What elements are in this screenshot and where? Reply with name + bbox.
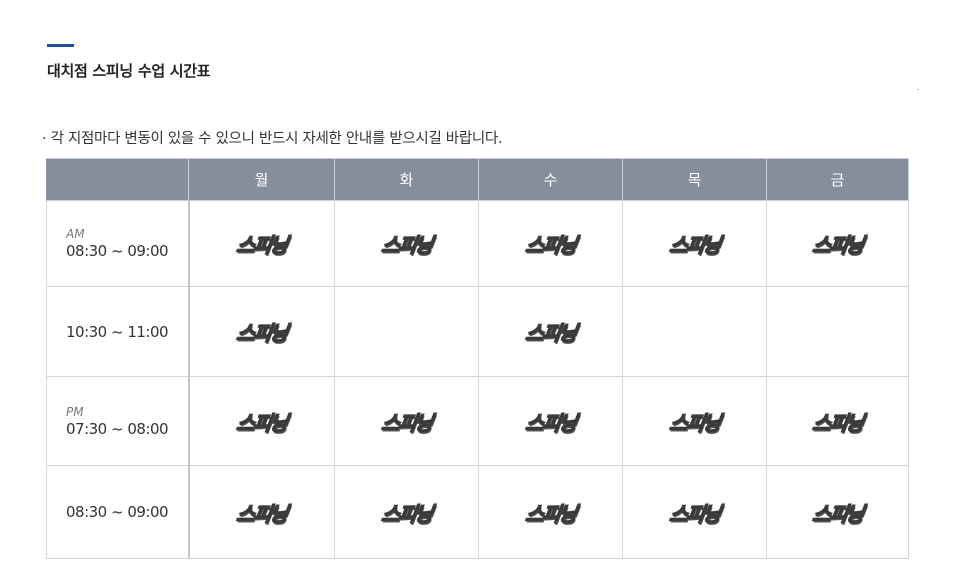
spinning-badge: 스피닝 xyxy=(235,232,289,257)
spinning-badge: 스피닝 xyxy=(523,320,577,345)
class-cell: 스피닝 xyxy=(766,465,909,559)
spinning-badge: 스피닝 xyxy=(810,232,864,257)
schedule-table: 월 화 수 목 금 AM 08:30 ~ 09:00 스피닝 스피닝 스피닝 스… xyxy=(46,158,909,559)
class-cell: 스피닝 xyxy=(334,200,479,287)
header-corner-cell xyxy=(46,158,189,201)
spinning-badge: 스피닝 xyxy=(667,410,721,435)
time-range: 10:30 ~ 11:00 xyxy=(66,322,169,341)
class-cell: 스피닝 xyxy=(622,200,767,287)
header-day-thu: 목 xyxy=(622,158,767,201)
time-slot-cell: PM 07:30 ~ 08:00 xyxy=(46,376,190,466)
class-cell: 스피닝 xyxy=(188,286,335,377)
time-range: 07:30 ~ 08:00 xyxy=(66,419,169,438)
class-cell-empty xyxy=(766,286,909,377)
time-range: 08:30 ~ 09:00 xyxy=(66,503,169,521)
class-cell: 스피닝 xyxy=(188,200,335,287)
spinning-badge: 스피닝 xyxy=(379,410,433,435)
spinning-badge: 스피닝 xyxy=(379,232,433,257)
class-cell: 스피닝 xyxy=(188,376,335,466)
class-cell: 스피닝 xyxy=(478,286,623,377)
time-slot-cell: AM 08:30 ~ 09:00 xyxy=(46,200,190,287)
class-cell: 스피닝 xyxy=(334,465,479,559)
class-cell-empty xyxy=(334,286,479,377)
title-accent-bar xyxy=(47,44,74,47)
class-cell-empty xyxy=(622,286,767,377)
class-cell: 스피닝 xyxy=(622,376,767,466)
time-range: 08:30 ~ 09:00 xyxy=(66,242,169,260)
divider-dot xyxy=(917,89,919,90)
header-day-mon: 월 xyxy=(188,158,335,201)
class-cell: 스피닝 xyxy=(478,465,623,559)
notice-text: · 각 지점마다 변동이 있을 수 있으니 반드시 자세한 안내를 받으시길 바… xyxy=(42,131,503,147)
header-day-wed: 수 xyxy=(478,158,623,201)
spinning-badge: 스피닝 xyxy=(523,410,577,435)
class-cell: 스피닝 xyxy=(334,376,479,466)
spinning-badge: 스피닝 xyxy=(235,501,289,526)
header-day-fri: 금 xyxy=(766,158,909,201)
time-slot-cell: 10:30 ~ 11:00 xyxy=(46,286,190,377)
class-cell: 스피닝 xyxy=(478,200,623,287)
spinning-badge: 스피닝 xyxy=(379,501,433,526)
class-cell: 스피닝 xyxy=(766,200,909,287)
page-title: 대치점 스피닝 수업 시간표 xyxy=(47,62,211,80)
class-cell: 스피닝 xyxy=(622,465,767,559)
spinning-badge: 스피닝 xyxy=(810,410,864,435)
spinning-badge: 스피닝 xyxy=(235,320,289,345)
spinning-badge: 스피닝 xyxy=(667,501,721,526)
schedule-header-row: 월 화 수 목 금 xyxy=(46,158,909,201)
table-row: 10:30 ~ 11:00 스피닝 스피닝 xyxy=(46,286,909,377)
spinning-badge: 스피닝 xyxy=(235,410,289,435)
class-cell: 스피닝 xyxy=(766,376,909,466)
class-cell: 스피닝 xyxy=(188,465,335,559)
time-slot-cell: 08:30 ~ 09:00 xyxy=(46,465,190,559)
table-row: 08:30 ~ 09:00 스피닝 스피닝 스피닝 스피닝 스피닝 xyxy=(46,465,909,559)
table-row: PM 07:30 ~ 08:00 스피닝 스피닝 스피닝 스피닝 스피닝 xyxy=(46,376,909,466)
table-row: AM 08:30 ~ 09:00 스피닝 스피닝 스피닝 스피닝 스피닝 xyxy=(46,200,909,287)
spinning-badge: 스피닝 xyxy=(523,501,577,526)
class-cell: 스피닝 xyxy=(478,376,623,466)
period-label: PM xyxy=(66,404,84,419)
period-label: AM xyxy=(66,227,85,241)
header-day-tue: 화 xyxy=(334,158,479,201)
spinning-badge: 스피닝 xyxy=(667,232,721,257)
spinning-badge: 스피닝 xyxy=(523,232,577,257)
spinning-badge: 스피닝 xyxy=(810,501,864,526)
